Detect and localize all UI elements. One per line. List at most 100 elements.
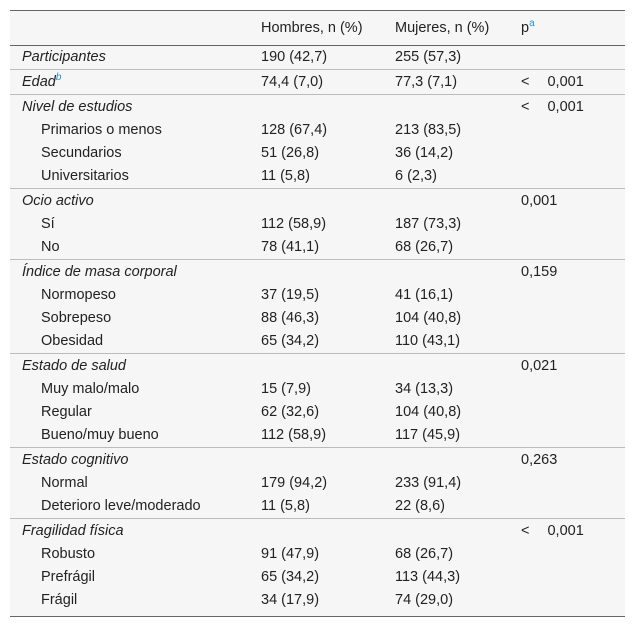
row-label: Bueno/muy bueno xyxy=(41,424,159,447)
row-separator xyxy=(10,94,625,95)
row-label: Participantes xyxy=(22,46,106,69)
row-label: Normopeso xyxy=(41,284,116,307)
label-text: Estado de salud xyxy=(22,358,126,374)
value-cell: 11 (5,8) xyxy=(261,498,310,514)
row-separator xyxy=(10,447,625,448)
value-cell: 22 (8,6) xyxy=(395,498,445,514)
row-separator xyxy=(10,69,625,70)
label-text: Prefrágil xyxy=(41,569,95,585)
row-label: Frágil xyxy=(41,589,77,612)
row-label: No xyxy=(41,236,60,259)
row-label: Ocio activo xyxy=(22,190,94,213)
value-cell: 34 (17,9) xyxy=(261,592,320,608)
value-cell: 104 (40,8) xyxy=(395,310,462,326)
value-cell: 0,001 xyxy=(521,193,558,209)
header-rule xyxy=(10,45,625,46)
label-text: Participantes xyxy=(22,49,106,65)
header-cell: pa xyxy=(521,17,535,40)
label-text: Normopeso xyxy=(41,287,116,303)
label-text: Muy malo/malo xyxy=(41,381,140,397)
row-label: Edadb xyxy=(22,71,61,94)
row-label: Muy malo/malo xyxy=(41,378,139,401)
footnote-mark: a xyxy=(529,18,535,29)
label-text: Primarios o menos xyxy=(41,122,162,138)
value-cell: 113 (44,3) xyxy=(395,569,461,585)
value-cell: 11 (5,8) xyxy=(261,168,310,184)
value-cell: 110 (43,1) xyxy=(395,333,461,349)
label-text: No xyxy=(41,239,60,255)
label-text: Sobrepeso xyxy=(41,310,112,326)
label-text: Normal xyxy=(41,475,88,491)
label-text: Deterioro leve/moderado xyxy=(41,498,201,514)
value-cell: 0,263 xyxy=(521,452,558,468)
value-cell: 255 (57,3) xyxy=(395,49,462,65)
value-cell: 37 (19,5) xyxy=(261,287,320,303)
value-cell: 187 (73,3) xyxy=(395,216,462,232)
row-label: Secundarios xyxy=(41,142,122,165)
label-text: Secundarios xyxy=(41,145,122,161)
value-cell: 68 (26,7) xyxy=(395,546,454,562)
value-cell: < 0,001 xyxy=(521,523,584,539)
row-label: Fragilidad física xyxy=(22,520,124,543)
label-text: Obesidad xyxy=(41,333,104,349)
row-label: Estado cognitivo xyxy=(22,449,128,472)
row-label: Regular xyxy=(41,401,92,424)
value-cell: 15 (7,9) xyxy=(261,381,311,397)
value-cell: 190 (42,7) xyxy=(261,49,328,65)
value-cell: 74,4 (7,0) xyxy=(261,74,324,90)
label-text: Edad xyxy=(22,74,56,90)
value-cell: 65 (34,2) xyxy=(261,569,320,585)
row-label: Obesidad xyxy=(41,330,103,353)
value-cell: 62 (32,6) xyxy=(261,404,320,420)
value-cell: < 0,001 xyxy=(521,99,584,115)
header-text: p xyxy=(521,20,530,36)
header-cell: Hombres, n (%) xyxy=(261,20,363,36)
row-label: Índice de masa corporal xyxy=(22,261,177,284)
label-text: Regular xyxy=(41,404,92,420)
value-cell: < 0,001 xyxy=(521,74,584,90)
row-separator xyxy=(10,259,625,260)
row-label: Prefrágil xyxy=(41,566,95,589)
value-cell: 68 (26,7) xyxy=(395,239,454,255)
label-text: Fragilidad física xyxy=(22,523,124,539)
row-label: Robusto xyxy=(41,543,95,566)
value-cell: 179 (94,2) xyxy=(261,475,328,491)
value-cell: 78 (41,1) xyxy=(261,239,320,255)
label-text: Bueno/muy bueno xyxy=(41,427,159,443)
row-label: Deterioro leve/moderado xyxy=(41,495,201,518)
header-cell: Mujeres, n (%) xyxy=(395,20,490,36)
value-cell: 6 (2,3) xyxy=(395,168,437,184)
row-label: Estado de salud xyxy=(22,355,126,378)
label-text: Sí xyxy=(41,216,55,232)
value-cell: 77,3 (7,1) xyxy=(395,74,458,90)
value-cell: 112 (58,9) xyxy=(261,427,327,443)
value-cell: 88 (46,3) xyxy=(261,310,320,326)
value-cell: 74 (29,0) xyxy=(395,592,454,608)
label-text: Frágil xyxy=(41,592,78,608)
table: Hombres, n (%) Mujeres, n (%) pa Partici… xyxy=(10,10,625,617)
row-label: Primarios o menos xyxy=(41,119,162,142)
label-text: Universitarios xyxy=(41,168,129,184)
row-separator xyxy=(10,518,625,519)
label-text: Estado cognitivo xyxy=(22,452,129,468)
row-label: Normal xyxy=(41,472,88,495)
value-cell: 65 (34,2) xyxy=(261,333,320,349)
label-text: Nivel de estudios xyxy=(22,99,133,115)
row-label: Universitarios xyxy=(41,165,129,188)
row-separator xyxy=(10,353,625,354)
row-label: Sí xyxy=(41,213,55,236)
value-cell: 213 (83,5) xyxy=(395,122,462,138)
value-cell: 0,159 xyxy=(521,264,558,280)
value-cell: 51 (26,8) xyxy=(261,145,320,161)
row-label: Sobrepeso xyxy=(41,307,111,330)
value-cell: 117 (45,9) xyxy=(395,427,461,443)
row-separator xyxy=(10,188,625,189)
value-cell: 36 (14,2) xyxy=(395,145,454,161)
label-text: Ocio activo xyxy=(22,193,94,209)
value-cell: 112 (58,9) xyxy=(261,216,327,232)
value-cell: 91 (47,9) xyxy=(261,546,320,562)
label-text: Robusto xyxy=(41,546,96,562)
value-cell: 34 (13,3) xyxy=(395,381,454,397)
value-cell: 41 (16,1) xyxy=(395,287,454,303)
